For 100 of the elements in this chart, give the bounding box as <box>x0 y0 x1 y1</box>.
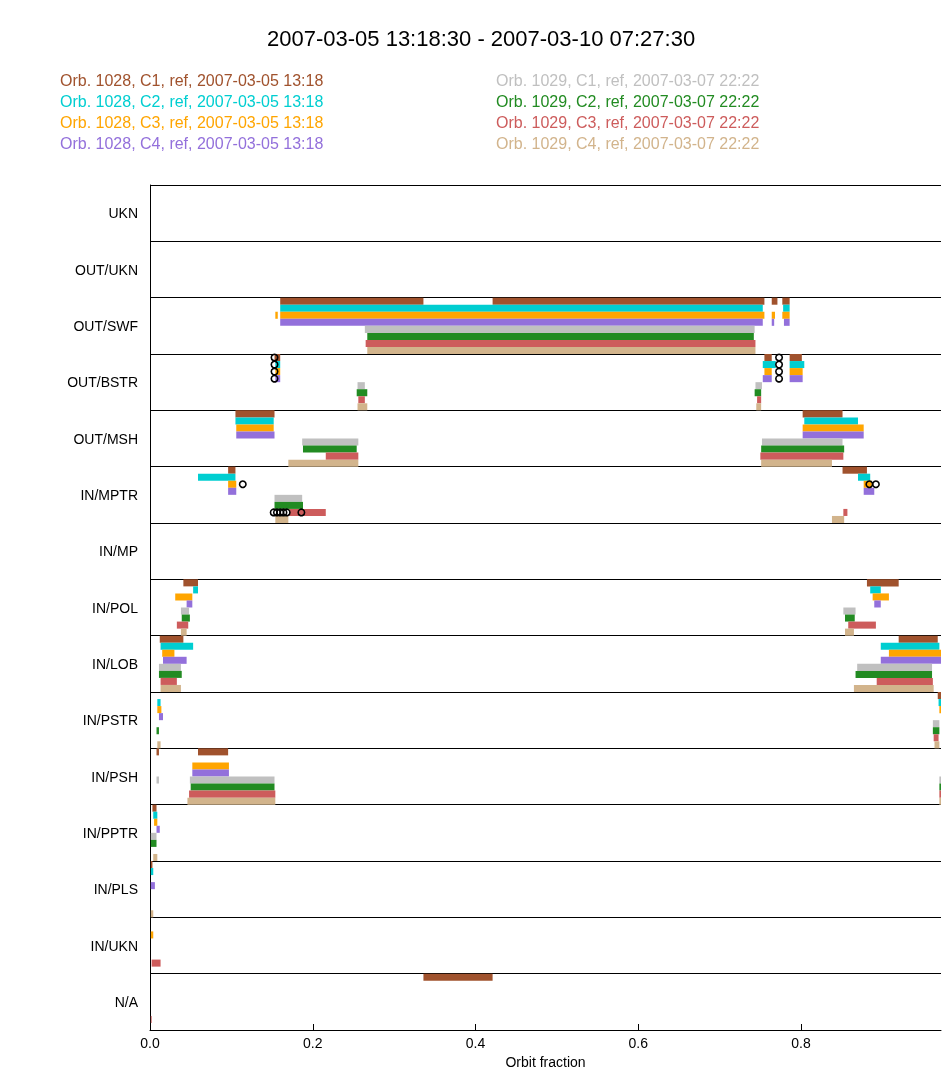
text: Orb. 1028, C2, ref, 2007-03-05 13:18 <box>60 92 324 110</box>
bar <box>783 318 790 326</box>
bar <box>492 297 765 305</box>
x-axis-title: Orbit fraction <box>505 1053 586 1070</box>
bar <box>423 973 493 981</box>
bar <box>762 375 772 383</box>
y-tick-label: IN/PSH <box>91 768 138 785</box>
bar <box>367 346 756 354</box>
text: Orb. 1029, C3, ref, 2007-03-07 22:22 <box>496 113 760 131</box>
bar <box>364 325 755 333</box>
x-tick-label: 0.4 <box>465 1035 486 1051</box>
y-tick-label: IN/MP <box>99 543 138 560</box>
bar <box>158 670 182 678</box>
bar <box>802 431 864 439</box>
bar <box>365 339 756 347</box>
y-tick-label: OUT/SWF <box>73 317 138 334</box>
bar <box>866 579 899 587</box>
bar <box>764 368 772 376</box>
x-tick-label: 0.2 <box>303 1035 323 1051</box>
y-tick-label: N/A <box>114 993 139 1010</box>
chart-title: 2007-03-05 13:18:30 - 2007-03-10 07:27:30 <box>267 25 696 51</box>
bar <box>302 438 359 446</box>
text: Orb. 1029, C1, ref, 2007-03-07 22:22 <box>496 71 760 89</box>
bar <box>874 600 881 608</box>
bar <box>228 480 237 488</box>
bar <box>880 642 940 650</box>
text: Orb. 1029, C2, ref, 2007-03-07 22:22 <box>496 92 760 110</box>
bar <box>934 741 940 749</box>
y-tick-label: IN/LOB <box>92 655 138 672</box>
bar <box>761 459 832 467</box>
bar <box>162 649 175 657</box>
bar <box>357 403 368 411</box>
bar <box>802 424 864 432</box>
bar <box>160 684 181 692</box>
bar <box>831 515 845 523</box>
bar <box>189 776 275 784</box>
bar <box>198 748 229 756</box>
bar <box>198 473 236 481</box>
bar <box>186 600 193 608</box>
y-tick-label: OUT/MSH <box>73 430 138 447</box>
bar <box>789 368 803 376</box>
bar <box>228 466 236 474</box>
bar <box>183 579 199 587</box>
bar <box>880 656 941 664</box>
bar <box>274 494 303 502</box>
bar <box>280 297 424 305</box>
bar <box>843 508 848 516</box>
bar <box>804 417 858 425</box>
bar <box>189 790 276 798</box>
bar <box>356 389 368 397</box>
text: Orb. 1028, C4, ref, 2007-03-05 13:18 <box>60 134 324 152</box>
bar <box>190 783 275 791</box>
bar <box>932 720 940 728</box>
bar <box>932 727 940 735</box>
bar <box>156 825 160 833</box>
bar <box>789 361 805 369</box>
bar <box>863 487 875 495</box>
bar <box>762 361 776 369</box>
bar <box>275 515 289 523</box>
x-tick-label: 0.8 <box>791 1035 811 1051</box>
y-tick-label: OUT/BSTR <box>67 374 138 391</box>
bar <box>888 649 941 657</box>
bar <box>367 332 754 340</box>
bar <box>853 684 934 692</box>
bar <box>756 403 762 411</box>
bar <box>192 769 229 777</box>
y-tick-label: IN/PLS <box>93 881 138 898</box>
y-tick-label: IN/MPTR <box>80 486 138 503</box>
bar <box>153 811 158 819</box>
bar <box>857 473 871 481</box>
bar <box>150 832 157 840</box>
bar <box>236 431 275 439</box>
bar <box>789 354 802 362</box>
bar <box>163 656 187 664</box>
bar <box>876 677 933 685</box>
bar <box>192 762 229 770</box>
bar <box>280 304 763 312</box>
x-tick-label: 0.6 <box>628 1035 649 1051</box>
x-tick-label: 0.0 <box>140 1035 160 1051</box>
bar <box>235 410 275 418</box>
bar <box>870 586 881 594</box>
text: Orb. 1029, C4, ref, 2007-03-07 22:22 <box>496 134 760 152</box>
bar <box>898 635 938 643</box>
y-tick-label: OUT/UKN <box>75 261 138 278</box>
bar <box>843 607 856 615</box>
bar <box>857 663 933 671</box>
bar <box>158 663 181 671</box>
bar <box>764 354 772 362</box>
bar <box>844 614 855 622</box>
bar <box>157 741 161 749</box>
text: Orb. 1028, C1, ref, 2007-03-05 13:18 <box>60 71 324 89</box>
bar <box>842 466 867 474</box>
bar <box>236 424 274 432</box>
bar <box>175 593 193 601</box>
y-tick-label: UKN <box>108 205 138 222</box>
bar <box>176 621 189 629</box>
bar <box>160 677 177 685</box>
bar <box>357 382 365 390</box>
bar <box>757 396 762 404</box>
bar <box>181 614 190 622</box>
